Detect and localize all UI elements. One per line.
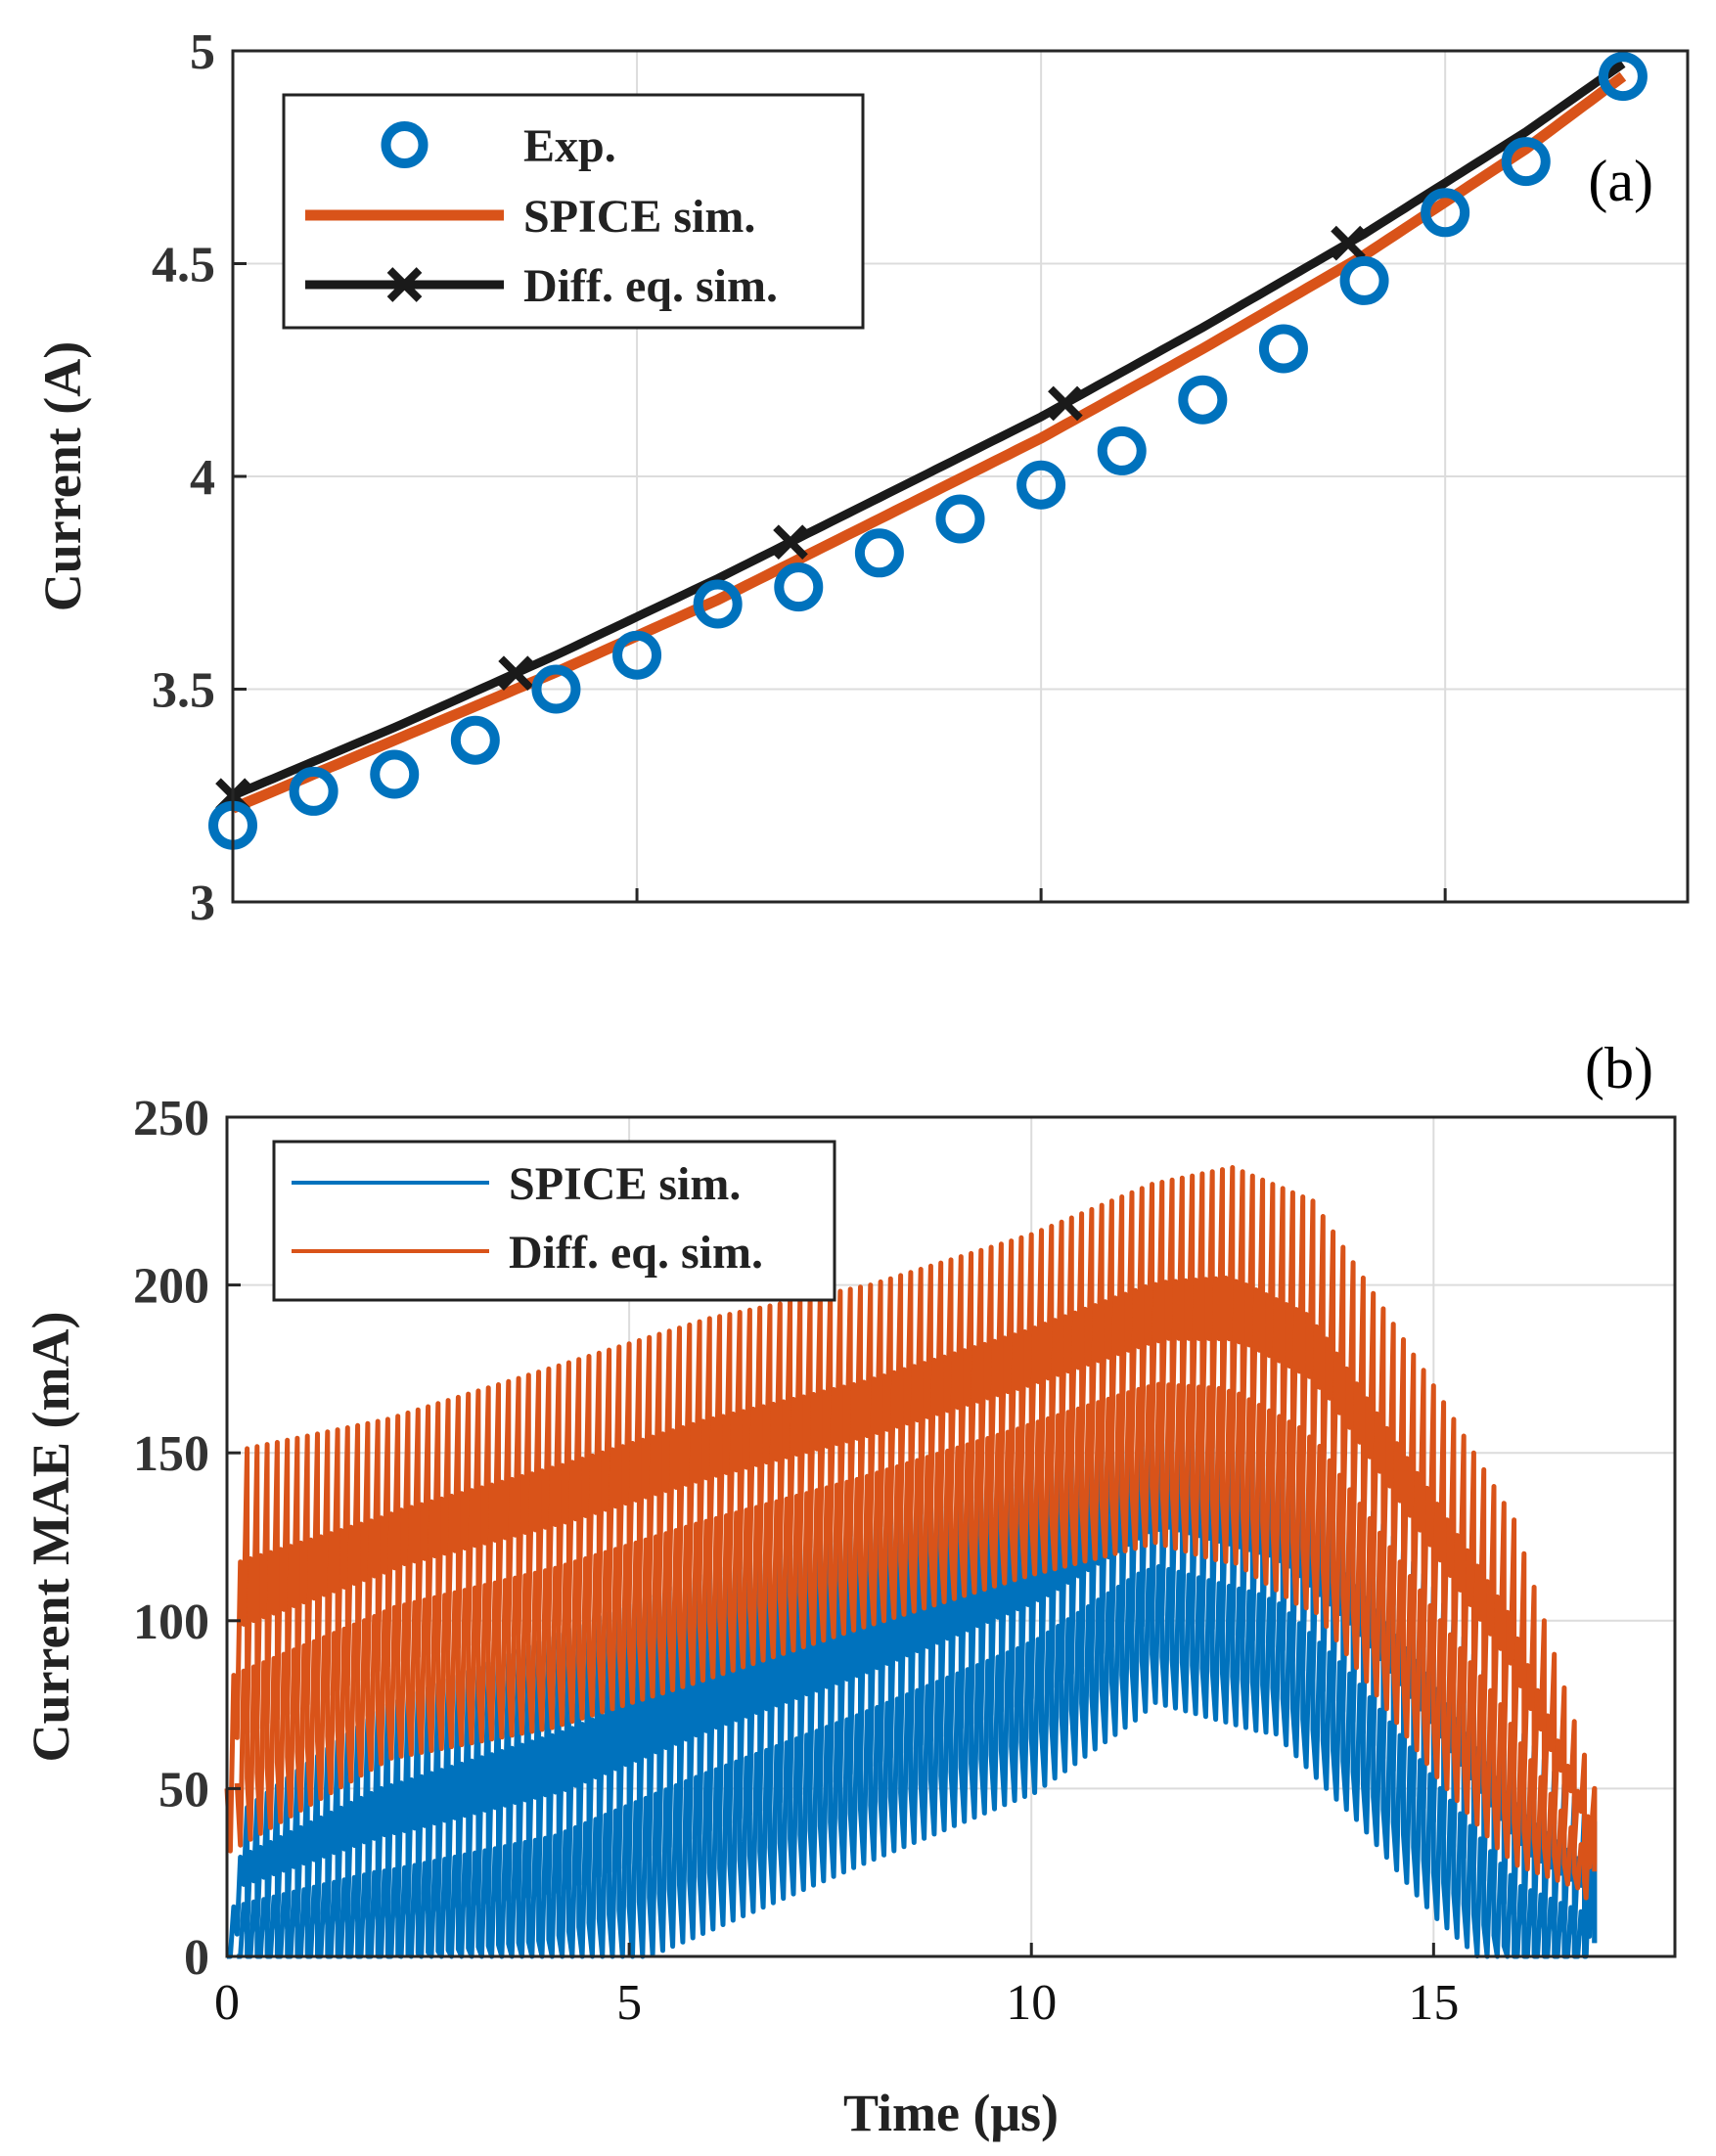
legend-box-b: [272, 1140, 836, 1302]
exp-point: [935, 494, 985, 544]
y-tick-label: 4.5: [152, 238, 215, 293]
legend-b: SPICE sim. Diff. eq. sim.: [272, 1140, 836, 1302]
panel-label-b: (b): [1585, 1036, 1653, 1100]
exp-point: [1258, 324, 1308, 374]
y-axis-label-a: Current (A): [33, 341, 92, 611]
exp-point: [1339, 255, 1389, 305]
series-b: [224, 1165, 1598, 1959]
y-tick-label: 5: [190, 24, 215, 80]
legend-entry-label: SPICE sim.: [523, 191, 755, 243]
y-tick-label: 3: [190, 876, 215, 931]
y-tick-label: 250: [133, 1091, 209, 1146]
y-tick-label: 100: [133, 1595, 209, 1650]
legend-entry-label: Exp.: [523, 120, 616, 172]
spice-sim-line: [230, 71, 1627, 814]
legend-marker-diff: [386, 267, 423, 302]
diff-eq-sim-marker: [498, 655, 533, 692]
legend-entry-label: Diff. eq. sim.: [523, 260, 778, 312]
x-tick-label: 15: [1408, 1975, 1459, 2031]
y-tick-label: 150: [133, 1426, 209, 1482]
exp-point: [450, 715, 500, 765]
exp-point: [1501, 137, 1551, 187]
axes-frame-b: [225, 1115, 1677, 1958]
legend-marker-exp: [381, 121, 429, 168]
exp-point: [1178, 375, 1228, 425]
exp-point: [531, 664, 581, 714]
legend-a: Exp. SPICE sim. Diff. eq. sim.: [282, 93, 865, 330]
y-tick-label: 4: [190, 450, 215, 506]
exp-point: [1421, 188, 1470, 238]
x-tick-label: 10: [1006, 1975, 1057, 2031]
exp-point: [1598, 52, 1648, 102]
diff-eq-sim-marker: [1331, 225, 1366, 261]
diff-eq-sim-line: [231, 60, 1626, 800]
y-tick-label: 3.5: [152, 663, 215, 719]
x-axis-label-b: Time (μs): [843, 2084, 1059, 2142]
legend-entry-label: Diff. eq. sim.: [509, 1227, 763, 1279]
exp-point: [612, 630, 662, 680]
y-tick-label: 200: [133, 1259, 209, 1315]
exp-point: [774, 562, 824, 612]
exp-point: [370, 749, 420, 799]
x-tick-label: 5: [616, 1975, 642, 2031]
panel-label-a: (a): [1588, 149, 1653, 213]
exp-point: [693, 579, 743, 629]
legend-entry-label: SPICE sim.: [509, 1158, 741, 1210]
y-tick-label: 0: [184, 1930, 209, 1986]
y-axis-label-b: Current MAE (mA): [22, 1312, 80, 1763]
exp-point: [1097, 426, 1147, 475]
y-tick-label: 50: [158, 1762, 209, 1818]
diff-eq-sim-marker: [773, 524, 808, 561]
panel-a: 3 3.5 4 4.5 5 Current (A) (a) Exp. SPICE sim.…: [33, 24, 1690, 931]
x-tick-label: 0: [214, 1975, 240, 2031]
exp-point: [854, 528, 904, 578]
exp-point: [289, 766, 339, 816]
diff-eq-sim-mae-line: [234, 1167, 1598, 1901]
exp-point: [1016, 460, 1066, 510]
diff-eq-sim-marker: [1048, 385, 1083, 422]
ticks-a: 3 3.5 4 4.5 5: [152, 24, 1447, 931]
